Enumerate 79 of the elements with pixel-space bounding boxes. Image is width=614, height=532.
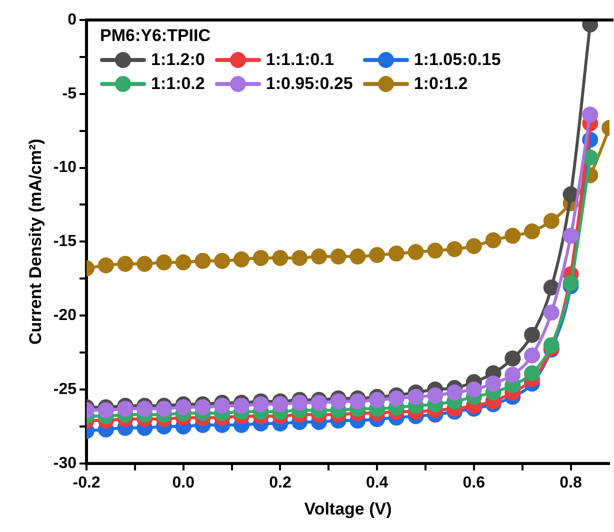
- point: [446, 384, 463, 400]
- point: [562, 186, 579, 202]
- point: [466, 382, 482, 398]
- point: [272, 396, 288, 412]
- point: [310, 394, 327, 411]
- point: [175, 399, 192, 416]
- point: [330, 248, 346, 264]
- point: [524, 365, 540, 382]
- point: [330, 393, 346, 410]
- point: [427, 242, 444, 259]
- point: [446, 241, 463, 258]
- point: [562, 228, 579, 244]
- point: [369, 392, 386, 408]
- point: [504, 366, 521, 383]
- point: [369, 247, 386, 263]
- point: [388, 246, 404, 262]
- point: [194, 252, 211, 269]
- legend-label: 1:1.2:0: [151, 49, 205, 71]
- point: [350, 248, 366, 264]
- point: [543, 213, 560, 230]
- point: [98, 402, 114, 418]
- point: [485, 376, 502, 392]
- point: [582, 106, 598, 123]
- point: [388, 390, 404, 406]
- point: [156, 254, 172, 270]
- point: [292, 250, 308, 266]
- point: [233, 251, 250, 268]
- point: [524, 348, 540, 364]
- point: [272, 250, 288, 266]
- point: [252, 396, 269, 412]
- point: [504, 350, 521, 366]
- legend-label: 1:0:1.2: [414, 73, 468, 95]
- point: [136, 256, 153, 272]
- x-tick-label: -0.2: [72, 474, 100, 492]
- point: [485, 232, 502, 248]
- x-tick-label: 0.4: [366, 474, 388, 492]
- point: [175, 254, 192, 270]
- y-tick-label: -5: [62, 85, 77, 102]
- y-tick-label: -30: [53, 454, 77, 472]
- point: [292, 394, 308, 411]
- point: [117, 256, 134, 272]
- point: [543, 337, 560, 354]
- point: [117, 400, 134, 417]
- point: [524, 223, 540, 240]
- point: [233, 398, 250, 414]
- legend-label: 1:1:0.2: [151, 73, 205, 95]
- legend-title: PM6:Y6:TPIIC: [100, 26, 212, 46]
- y-tick-label: -15: [53, 233, 77, 250]
- y-tick-label: -10: [53, 159, 77, 176]
- point: [214, 252, 230, 269]
- point: [466, 238, 482, 254]
- point: [562, 275, 579, 292]
- x-axis-title: Voltage (V): [304, 499, 392, 518]
- point: [524, 326, 540, 343]
- x-tick-label: 0.2: [269, 474, 292, 492]
- point: [543, 304, 560, 321]
- x-tick-label: 0.0: [172, 474, 195, 492]
- legend-label: 1:1.05:0.15: [414, 49, 501, 71]
- point: [350, 393, 366, 410]
- point: [98, 257, 114, 274]
- point: [408, 244, 424, 260]
- y-axis-title: Current Density (mA/cm²): [26, 138, 45, 345]
- point: [543, 280, 560, 296]
- y-tick-label: -25: [53, 380, 77, 398]
- x-tick-label: 0.6: [462, 474, 486, 492]
- point: [252, 250, 269, 266]
- legend-label: 1:0.95:0.25: [266, 73, 353, 95]
- x-tick-label: 0.8: [560, 474, 582, 492]
- point: [504, 228, 521, 244]
- point: [194, 399, 211, 416]
- point: [214, 398, 230, 414]
- point: [408, 388, 424, 405]
- point: [156, 400, 172, 417]
- point: [136, 400, 153, 417]
- y-tick-label: 0: [68, 11, 77, 28]
- y-tick-label: -20: [53, 307, 77, 324]
- point: [310, 248, 327, 264]
- legend-label: 1:1.1:0.1: [266, 49, 334, 71]
- point: [427, 387, 444, 404]
